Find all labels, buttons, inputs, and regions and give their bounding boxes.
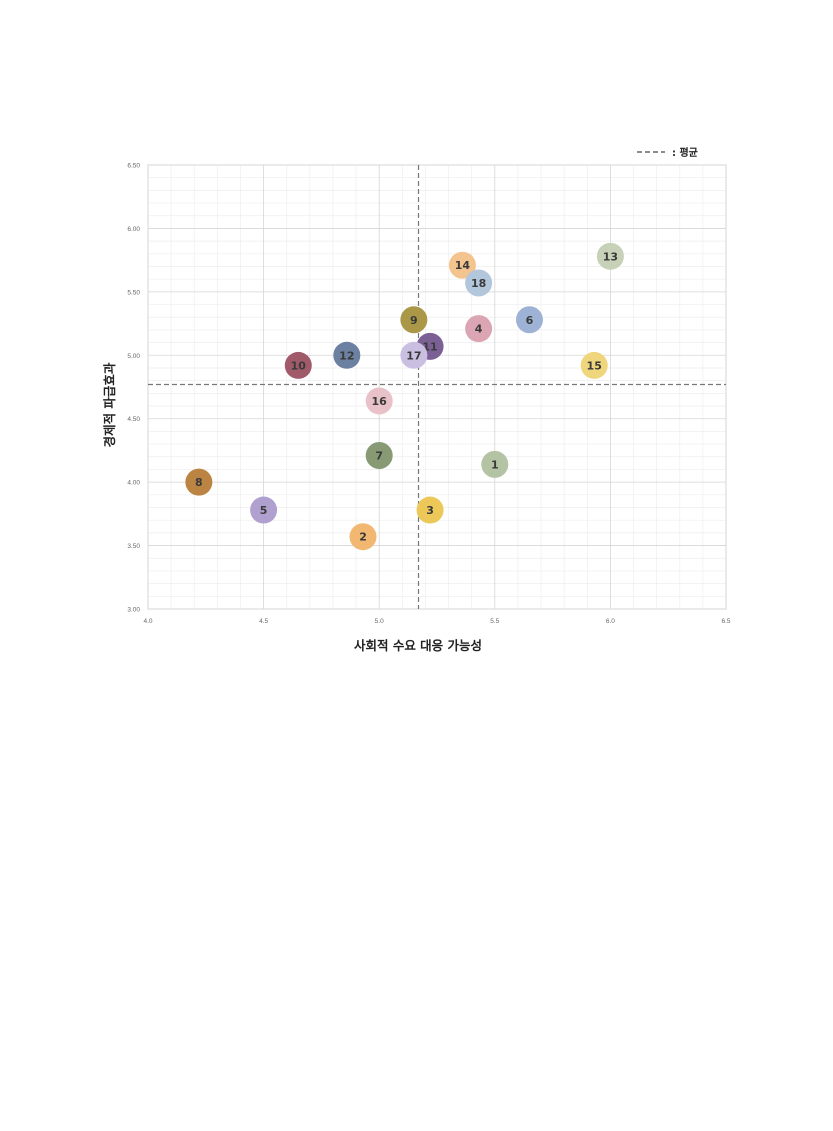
data-point-15: 15: [580, 351, 608, 379]
y-tick-label: 4.00: [127, 480, 140, 487]
plot-area: [147, 164, 727, 610]
data-point-marker: [596, 242, 624, 270]
data-point-label: 15: [587, 359, 602, 372]
data-point-4: 4: [465, 315, 493, 343]
data-point-label: 17: [406, 349, 421, 362]
data-point-label: 13: [603, 250, 618, 263]
y-tick-label: 6.00: [127, 226, 140, 233]
y-tick-label: 3.00: [127, 607, 140, 614]
x-axis-title: 사회적 수요 대응 가능성: [354, 638, 482, 653]
data-point-5: 5: [250, 496, 278, 524]
data-point-marker: [400, 306, 428, 334]
data-point-1: 1: [481, 450, 509, 478]
data-point-6: 6: [515, 306, 543, 334]
x-tick-label: 6.0: [606, 618, 615, 625]
y-tick-label: 5.00: [127, 353, 140, 360]
data-point-label: 6: [526, 314, 534, 327]
data-point-marker: [365, 387, 393, 415]
data-point-9: 9: [400, 306, 428, 334]
x-tick-label: 6.5: [721, 618, 730, 625]
data-point-marker: [465, 315, 493, 343]
data-point-marker: [333, 341, 361, 369]
data-point-marker: [185, 468, 213, 496]
data-point-marker: [448, 251, 476, 279]
data-point-marker: [416, 496, 444, 524]
data-point-18: 18: [465, 269, 493, 297]
data-point-10: 10: [284, 351, 312, 379]
data-point-label: 9: [410, 314, 418, 327]
x-tick-label: 5.0: [375, 618, 384, 625]
x-tick-label: 5.5: [490, 618, 499, 625]
data-point-7: 7: [365, 442, 393, 470]
x-tick-label: 4.0: [143, 618, 152, 625]
legend-label: : 평균: [672, 146, 698, 159]
data-point-label: 10: [291, 359, 307, 372]
y-tick-label: 3.50: [127, 543, 140, 550]
data-point-13: 13: [596, 242, 624, 270]
minor-gridlines: [148, 165, 726, 609]
data-point-8: 8: [185, 468, 213, 496]
data-point-3: 3: [416, 496, 444, 524]
data-point-label: 2: [359, 531, 367, 544]
data-point-marker: [515, 306, 543, 334]
y-axis-title: 경제적 파급효과: [102, 362, 117, 447]
data-point-label: 3: [426, 504, 434, 517]
data-point-marker: [481, 450, 509, 478]
major-gridlines: [147, 164, 727, 610]
y-tick-label: 5.50: [127, 289, 140, 296]
data-point-2: 2: [349, 523, 377, 551]
data-point-14: 14: [448, 251, 476, 279]
data-point-marker: [250, 496, 278, 524]
data-point-marker: [349, 523, 377, 551]
data-point-label: 16: [372, 395, 388, 408]
y-tick-label: 4.50: [127, 416, 140, 423]
x-tick-label: 4.5: [259, 618, 268, 625]
y-tick-labels: 3.00 3.50 4.00 4.50 5.00 5.50 6.00 6.50: [127, 163, 140, 614]
data-point-label: 8: [195, 476, 203, 489]
data-point-marker: [365, 442, 393, 470]
data-point-marker: [400, 341, 428, 369]
data-point-label: 4: [475, 323, 483, 336]
data-point-16: 16: [365, 387, 393, 415]
data-point-label: 14: [455, 259, 471, 272]
data-point-marker: [284, 351, 312, 379]
x-tick-labels: 4.0 4.5 5.0 5.5 6.0 6.5: [143, 618, 730, 625]
data-point-label: 5: [260, 504, 268, 517]
data-point-label: 7: [375, 450, 383, 463]
data-point-marker: [465, 269, 493, 297]
data-point-17: 17: [400, 341, 428, 369]
data-point-marker: [580, 351, 608, 379]
y-tick-label: 6.50: [127, 163, 140, 170]
data-point-label: 1: [491, 458, 499, 471]
data-point-label: 18: [471, 277, 486, 290]
data-point-label: 12: [339, 349, 354, 362]
data-point-12: 12: [333, 341, 361, 369]
legend: : 평균: [637, 146, 698, 159]
